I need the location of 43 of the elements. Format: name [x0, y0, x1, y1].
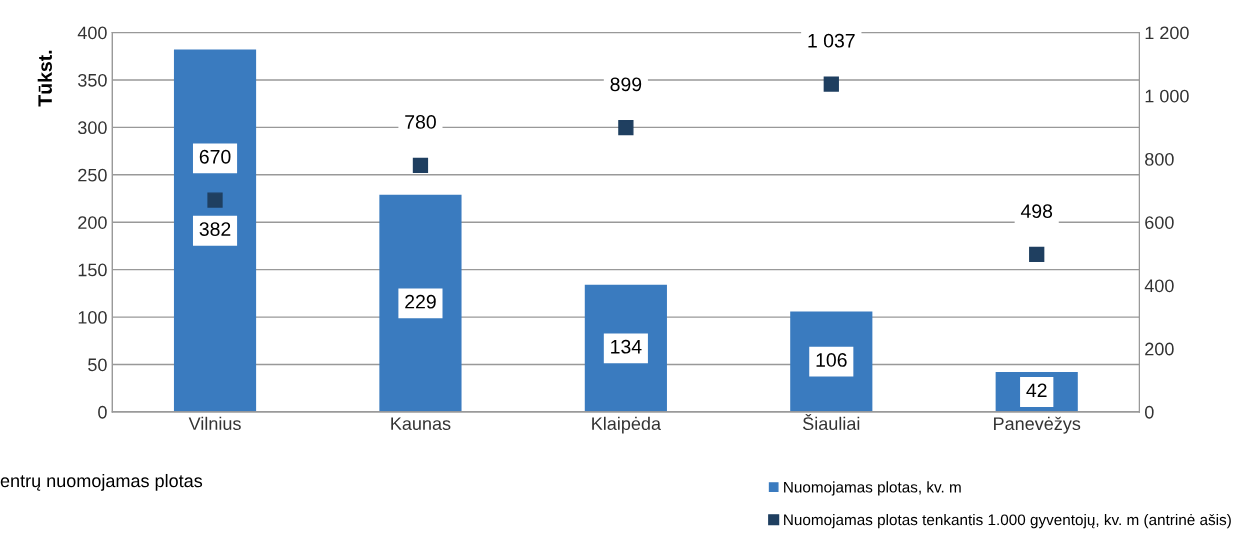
bar [173, 49, 257, 412]
point [1029, 246, 1045, 263]
y-tick-label: 100 [78, 311, 107, 324]
y2-tick-label: 1 200 [1145, 26, 1189, 40]
bar [379, 194, 462, 412]
y-tick-label: 200 [78, 216, 107, 229]
y2-tick-label: 1 000 [1145, 89, 1189, 103]
legend-label: Nuomojamas plotas, kv. m [784, 481, 961, 496]
y-tick-label: 350 [78, 73, 107, 87]
y2-tick-label: 400 [1144, 279, 1174, 293]
point [412, 157, 429, 173]
y2-tick-label: 800 [1145, 152, 1174, 166]
data-label: 1 037 [808, 33, 855, 48]
x-tick-label: Panevėžys [994, 416, 1081, 434]
y2-tick-label: 600 [1145, 216, 1174, 229]
data-label: 899 [610, 77, 642, 92]
y-tick-label: 150 [78, 263, 107, 277]
point [823, 76, 839, 92]
data-label: 670 [199, 149, 231, 164]
y-tick-label: 50 [88, 358, 107, 372]
point [207, 192, 223, 208]
data-label: 498 [1020, 204, 1053, 219]
data-label: 134 [611, 339, 642, 354]
bar [584, 284, 667, 412]
x-tick-label: Šiauliai [803, 414, 860, 431]
text: entrų nuomojamas plotas [0, 473, 203, 491]
y2-tick-label: 0 [1144, 405, 1154, 419]
data-label: 229 [405, 294, 436, 309]
x-tick-label: Klaipėda [592, 416, 662, 434]
y2-tick-label: 200 [1145, 342, 1174, 356]
x-tick-label: Vilnius [188, 416, 241, 431]
x-tick-label: Kaunas [391, 417, 451, 431]
y-tick-label: 250 [78, 168, 107, 182]
data-label: 42 [1026, 383, 1047, 398]
point [618, 120, 634, 136]
y-tick-label: 400 [77, 26, 107, 40]
y-tick-label: 300 [78, 121, 107, 135]
legend-label: Nuomojamas plotas tenkantis 1.000 gyventojų, kv. m (antrinė ašis) [784, 513, 1231, 529]
y-tick-label: 0 [98, 405, 107, 419]
data-label: 106 [816, 353, 847, 367]
data-label: 780 [405, 115, 436, 129]
data-label: 382 [199, 222, 231, 236]
y-axis-title: Tūkst. [37, 50, 52, 107]
